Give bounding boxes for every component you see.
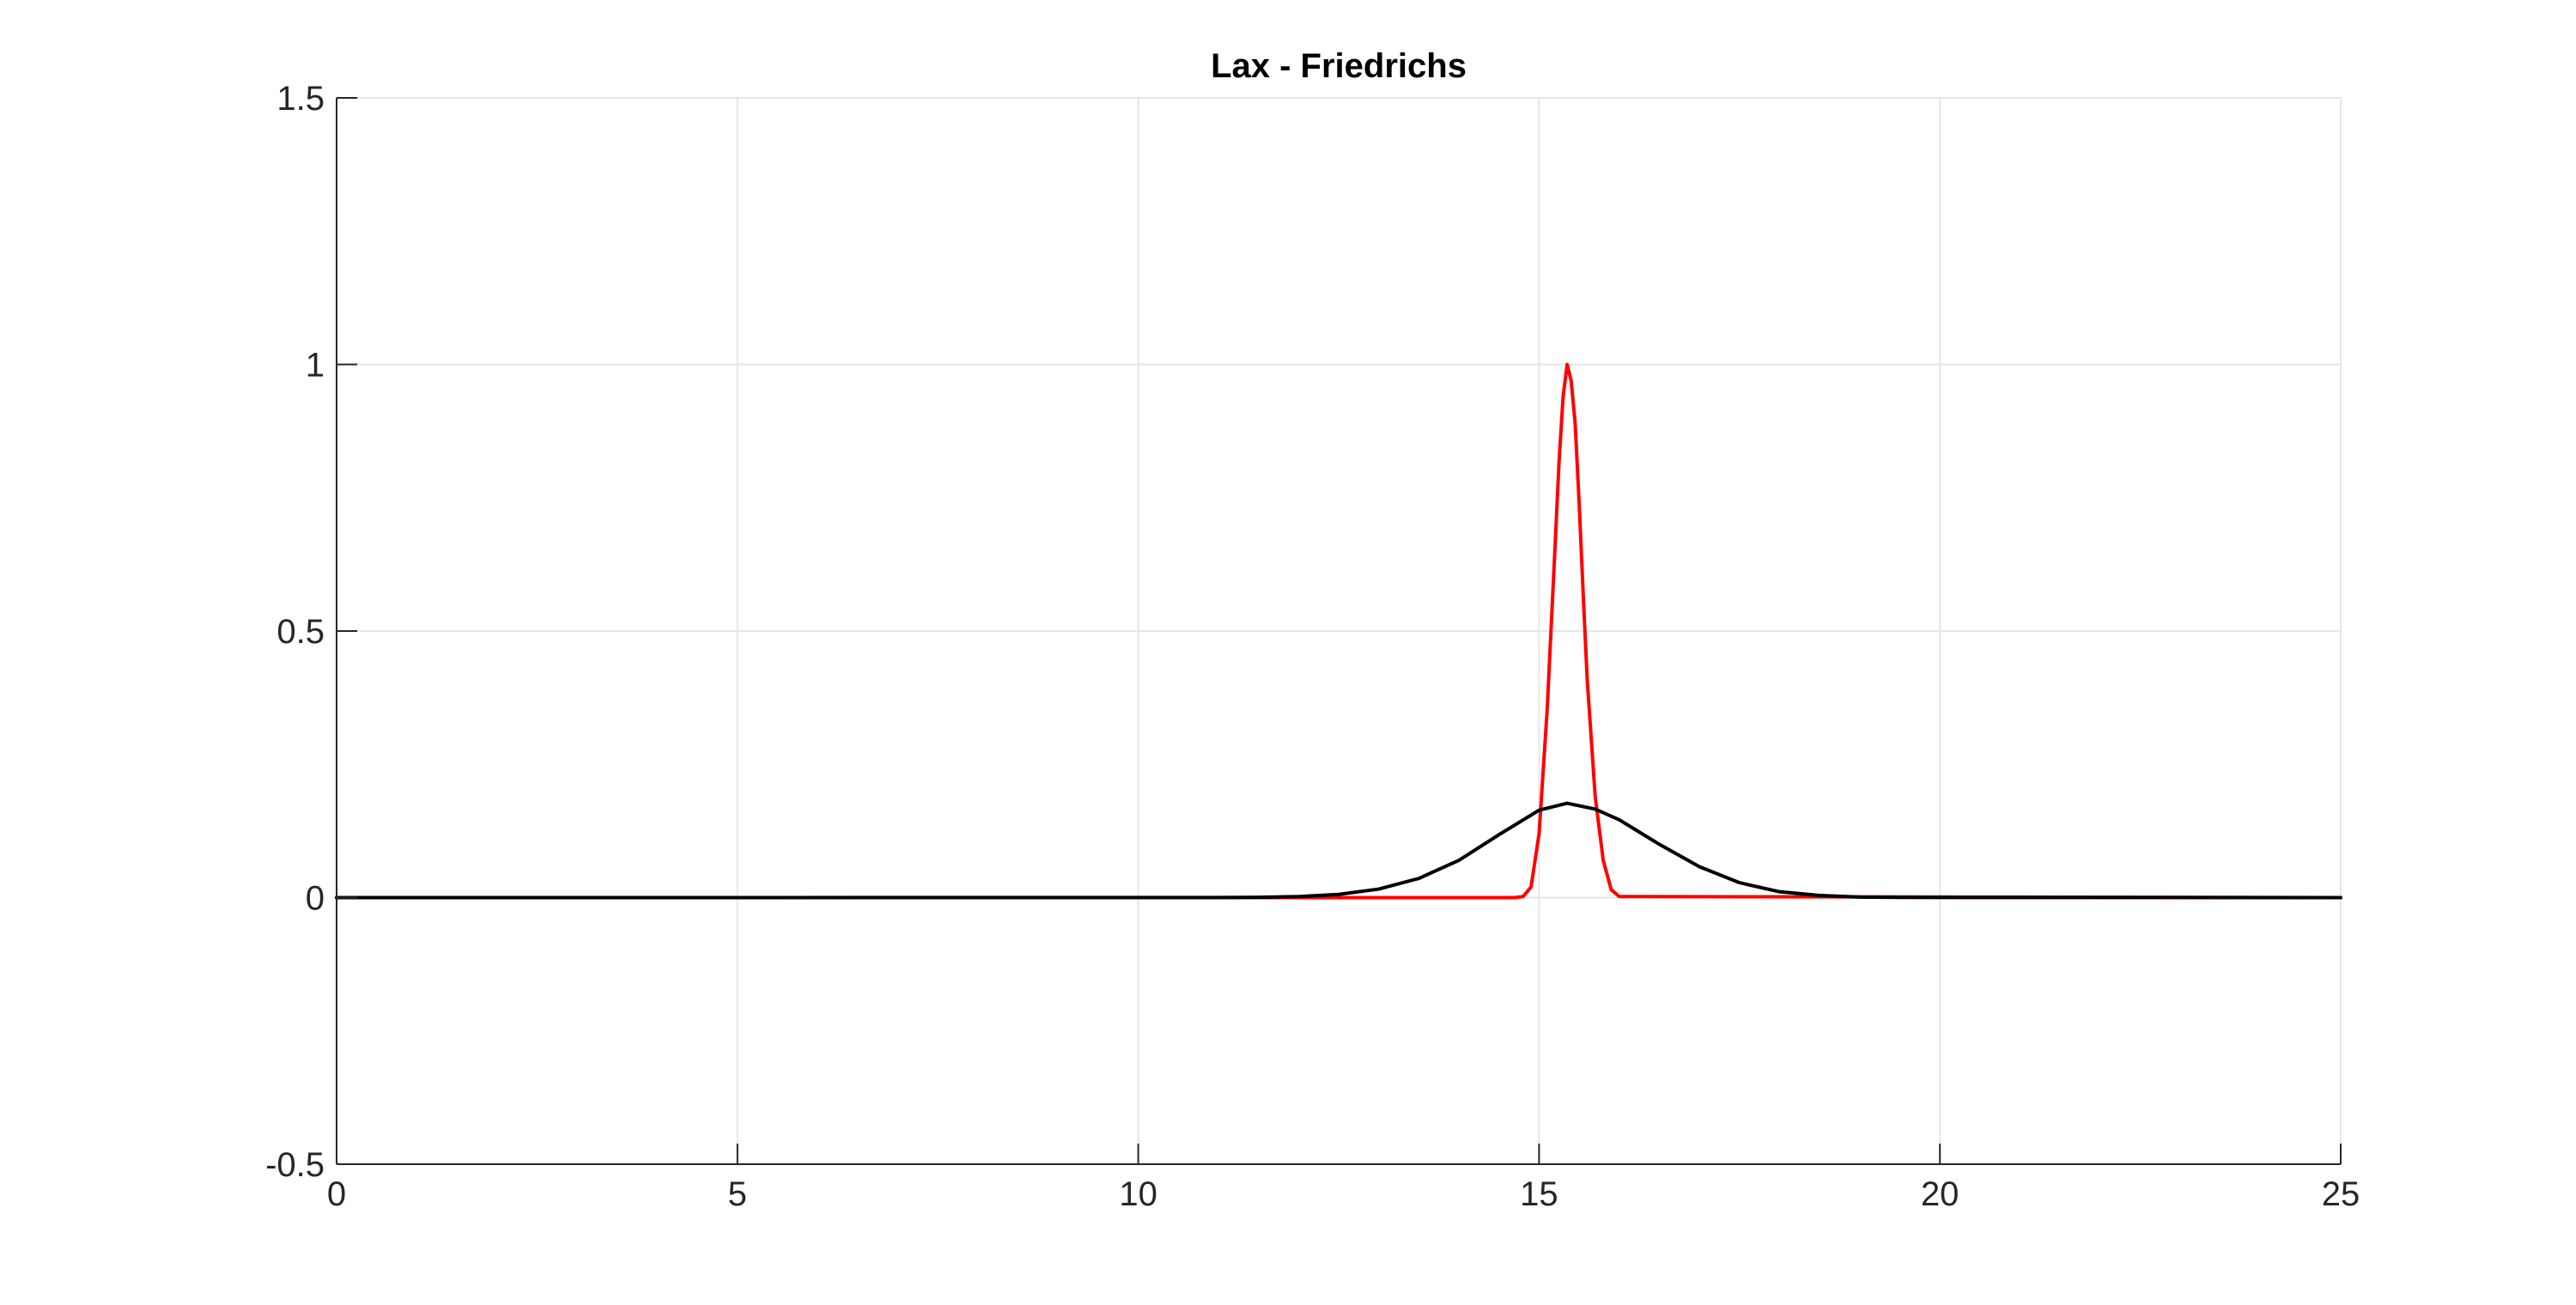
- y-tick-label: 1.5: [276, 80, 325, 118]
- chart-title: Lax - Friedrichs: [1211, 47, 1467, 85]
- x-axis-ticks: 0 5 10 15 20 25: [327, 1144, 2360, 1213]
- y-tick-label: 1: [306, 347, 325, 385]
- plot-area: 0 5 10 15 20 25 -0.500.511.5: [265, 80, 2360, 1213]
- x-tick-label: 10: [1119, 1175, 1157, 1213]
- y-tick-label: -0.5: [265, 1146, 325, 1184]
- x-tick-label: 0: [327, 1175, 346, 1213]
- x-tick-label: 5: [728, 1175, 747, 1213]
- x-tick-label: 20: [1921, 1175, 1959, 1213]
- y-tick-label: 0.5: [276, 613, 325, 651]
- series-line-1: [335, 362, 2342, 900]
- series-line-2: [335, 801, 2342, 900]
- y-tick-label: 0: [306, 880, 325, 918]
- series-layer: [335, 362, 2342, 900]
- x-tick-label: 25: [2322, 1175, 2360, 1213]
- x-tick-label: 15: [1520, 1175, 1558, 1213]
- y-axis-ticks: -0.5 0 0.5 1 1.5: [265, 80, 357, 1184]
